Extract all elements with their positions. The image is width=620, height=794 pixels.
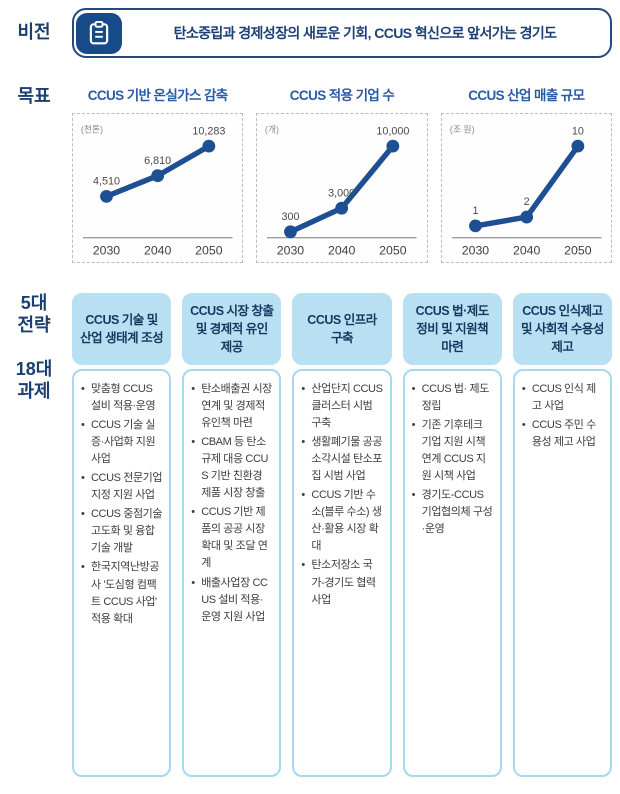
chart-value-label: 4,510	[93, 176, 120, 188]
strategy-task-list: 산업단지 CCUS 클러스터 시범 구축생활폐기물 공공소각시설 탄소포집 시범…	[292, 369, 392, 777]
chart-point	[386, 139, 400, 153]
task-item: CCUS 주민 수용성 제고 사업	[522, 417, 603, 451]
strategy-column: CCUS 기술 및 산업 생태계 조성맞춤형 CCUS 설비 적용·운영CCUS…	[72, 293, 172, 777]
vision-box: 탄소중립과 경제성장의 새로운 기회, CCUS 혁신으로 앞서가는 경기도	[72, 8, 612, 58]
chart-value-label: 1	[472, 205, 478, 217]
clipboard-icon	[76, 12, 122, 54]
chart-point	[519, 210, 533, 224]
chart-year-label: 2030	[461, 243, 489, 257]
chart-value-label: 6,810	[144, 155, 171, 167]
chart-point	[571, 139, 584, 153]
strategies-count-label: 5대 전략	[17, 293, 51, 335]
goals-label: 목표	[17, 86, 51, 106]
chart-point	[335, 201, 349, 215]
task-item: CCUS 법· 제도 정립	[412, 381, 493, 415]
chart-unit-label: (천톤)	[81, 124, 103, 134]
chart-year-label: 2040	[144, 243, 172, 257]
goal-chart: CCUS 기반 온실가스 감축 (천톤) 4,510 2030 6,810 2040 10,…	[72, 84, 244, 263]
chart-point	[202, 139, 216, 153]
chart-year-label: 2050	[195, 243, 223, 257]
task-item: 산업단지 CCUS 클러스터 시범 구축	[301, 381, 383, 432]
vision-text: 탄소중립과 경제성장의 새로운 기회, CCUS 혁신으로 앞서가는 경기도	[173, 25, 557, 41]
chart-point	[468, 219, 482, 233]
chart-year-label: 2050	[564, 243, 592, 257]
task-item: 배출사업장 CCUS 설비 적용·운영 지원 사업	[191, 575, 272, 626]
chart-year-label: 2030	[277, 243, 305, 257]
task-item: 한국지역난방공사 '도심형 컴팩트 CCUS 사업' 적용 확대	[81, 559, 162, 627]
chart-unit-label: (조 원)	[450, 124, 475, 134]
chart-value-label: 10,283	[192, 125, 225, 137]
task-item: CCUS 기술 실증·사업화 지원 사업	[81, 417, 162, 468]
chart-point	[100, 189, 113, 203]
strategy-column: CCUS 시장 창출 및 경제적 유인 제공탄소배출권 시장 연계 및 경제적 …	[182, 293, 282, 777]
goal-charts: CCUS 기반 온실가스 감축 (천톤) 4,510 2030 6,810 2040 10,…	[72, 84, 612, 263]
strategy-header: CCUS 법·제도 정비 및 지원책 마련	[402, 293, 502, 365]
task-item: 탄소배출권 시장 연계 및 경제적 유인책 마련	[191, 381, 272, 432]
vision-label: 비전	[17, 22, 51, 43]
strategy-column: CCUS 법·제도 정비 및 지원책 마련CCUS 법· 제도 정립기존 기후테…	[402, 293, 502, 777]
chart-year-label: 2040	[513, 243, 541, 257]
task-item: 맞춤형 CCUS 설비 적용·운영	[81, 381, 162, 415]
chart-title: CCUS 적용 기업 수	[289, 88, 395, 103]
task-item: 생활폐기물 공공소각시설 탄소포집 시범 사업	[301, 434, 382, 485]
strategy-column: CCUS 인식제고 및 사회적 수용성 제고CCUS 인식 제고 사업CCUS …	[512, 293, 613, 777]
strategy-columns: CCUS 기술 및 산업 생태계 조성맞춤형 CCUS 설비 적용·운영CCUS…	[72, 293, 613, 777]
chart-title: CCUS 기반 온실가스 감축	[87, 88, 228, 103]
task-item: CBAM 등 탄소규제 대응 CCUS 기반 친환경 제품 시장 창출	[191, 434, 272, 502]
goal-chart: CCUS 산업 매출 규모 (조 원) 1 2030 2 2040 10 2050	[440, 84, 612, 263]
chart-point	[284, 225, 298, 239]
chart-point	[151, 169, 165, 183]
vision-section: 비전 탄소중립과 경제성장의 새로운 기회, CCUS 혁신으로 앞서가는 경기…	[8, 8, 612, 58]
chart-value-label: 2	[523, 196, 529, 208]
task-item: 기존 기후테크 기업 지원 시책 연계 CCUS 지원 시책 사업	[412, 417, 493, 485]
chart-year-label: 2050	[380, 243, 408, 257]
strategy-header: CCUS 기술 및 산업 생태계 조성	[72, 293, 172, 365]
chart-year-label: 2040	[328, 243, 356, 257]
strategy-task-list: 탄소배출권 시장 연계 및 경제적 유인책 마련CBAM 등 탄소규제 대응 C…	[182, 369, 282, 777]
task-item: CCUS 기반 제품의 공공 시장 확대 및 조달 연계	[191, 504, 272, 572]
task-item: CCUS 기반 수소(블루 수소) 생산·활용 시장 확대	[301, 487, 382, 555]
tasks-count-label: 18대 과제	[15, 358, 53, 401]
task-item: CCUS 중점기술 고도화 및 융합기술 개발	[81, 506, 163, 557]
chart-value-label: 10	[571, 125, 583, 137]
goal-chart: CCUS 적용 기업 수 (개) 300 2030 3,000 2040 10,000 205…	[256, 84, 428, 263]
chart-unit-label: (개)	[265, 124, 279, 134]
chart-plot-area: (조 원) 1 2030 2 2040 10 2050	[440, 113, 612, 263]
task-item: CCUS 전문기업 지정 지원 사업	[81, 470, 163, 504]
task-item: CCUS 인식 제고 사업	[522, 381, 603, 415]
task-item: 경기도-CCUS 기업협의체 구성·운영	[412, 487, 493, 538]
goals-section: 목표 CCUS 기반 온실가스 감축 (천톤) 4,510 2030 6,810 2040…	[8, 84, 612, 263]
strategy-header: CCUS 시장 창출 및 경제적 유인 제공	[182, 293, 282, 365]
chart-value-label: 3,000	[328, 187, 355, 199]
strategies-section: 5대 전략 18대 과제 CCUS 기술 및 산업 생태계 조성맞춤형 CCUS…	[8, 293, 613, 777]
chart-value-label: 10,000	[377, 125, 410, 137]
strategy-header: CCUS 인식제고 및 사회적 수용성 제고	[512, 293, 613, 365]
chart-title: CCUS 산업 매출 규모	[468, 88, 585, 103]
strategy-task-list: CCUS 법· 제도 정립기존 기후테크 기업 지원 시책 연계 CCUS 지원…	[402, 369, 502, 777]
strategy-column: CCUS 인프라 구축산업단지 CCUS 클러스터 시범 구축생활폐기물 공공소…	[292, 293, 392, 777]
strategy-side-labels: 5대 전략 18대 과제	[8, 293, 60, 777]
chart-year-label: 2030	[93, 243, 121, 257]
task-item: 탄소저장소 국가-경기도 협력 사업	[301, 557, 382, 608]
strategy-header: CCUS 인프라 구축	[292, 293, 392, 365]
chart-value-label: 300	[282, 211, 300, 223]
chart-plot-area: (천톤) 4,510 2030 6,810 2040 10,283 2050	[72, 113, 244, 263]
chart-plot-area: (개) 300 2030 3,000 2040 10,000 2050	[256, 113, 428, 263]
